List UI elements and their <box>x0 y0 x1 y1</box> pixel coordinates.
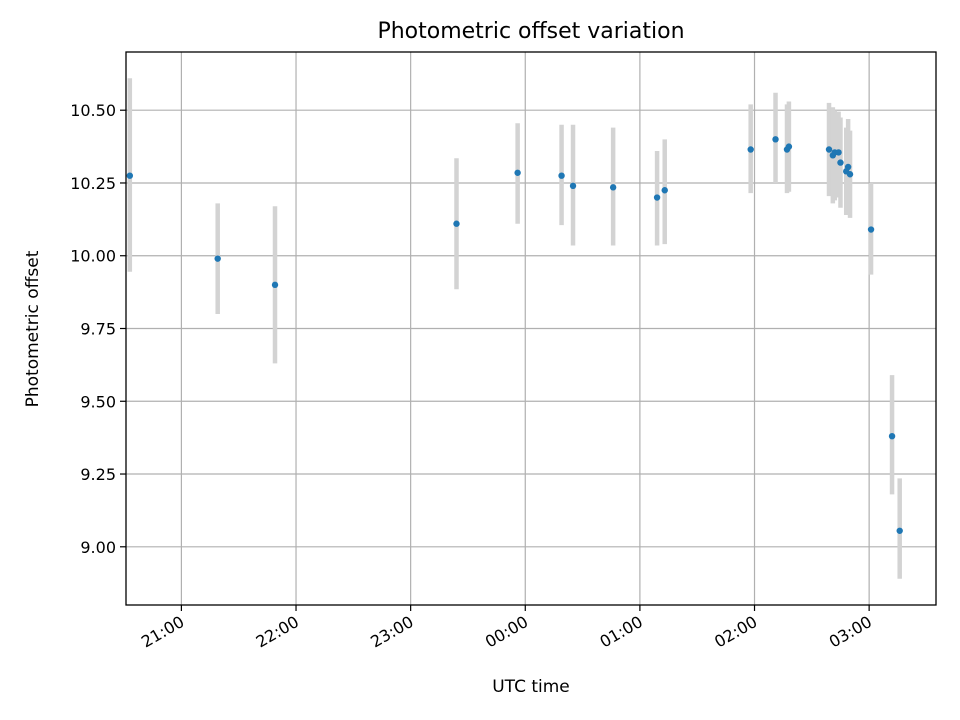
data-point <box>837 159 844 166</box>
data-point <box>453 220 460 227</box>
data-point <box>867 226 875 233</box>
grid-lines <box>126 52 936 605</box>
data-point <box>214 255 221 262</box>
data-point <box>609 184 617 191</box>
chart-title: Photometric offset variation <box>377 19 684 44</box>
x-tick-label: 22:00 <box>253 612 302 652</box>
x-axis-label: UTC time <box>492 677 570 697</box>
data-point <box>844 163 852 171</box>
x-tick-label: 01:00 <box>596 612 645 652</box>
data-point <box>772 136 779 143</box>
data-point <box>888 432 896 440</box>
y-tick-label: 10.25 <box>70 174 116 193</box>
x-tick-label: 00:00 <box>482 612 531 652</box>
data-point <box>558 172 565 179</box>
y-tick-label: 9.50 <box>80 392 116 411</box>
data-point <box>785 143 793 150</box>
data-point <box>661 187 668 194</box>
x-tick-label: 23:00 <box>367 612 416 652</box>
y-axis-ticks: 9.00 9.25 9.50 9.75 10.00 10.25 10.50 <box>70 101 126 557</box>
data-point <box>271 281 279 289</box>
x-tick-label: 21:00 <box>138 612 187 652</box>
x-tick-label: 03:00 <box>826 612 875 652</box>
x-axis-ticks: 21:00 22:00 23:00 00:00 01:00 02:00 03:00 <box>138 605 875 652</box>
data-point <box>825 146 833 153</box>
data-point <box>747 146 754 153</box>
y-tick-label: 9.75 <box>80 320 116 339</box>
data-point <box>896 527 903 534</box>
y-tick-label: 10.00 <box>70 247 116 266</box>
data-point <box>846 171 854 178</box>
data-point <box>653 194 661 201</box>
data-point <box>126 172 134 179</box>
y-tick-label: 9.25 <box>80 465 116 484</box>
y-tick-label: 9.00 <box>80 538 116 557</box>
data-point <box>569 182 577 190</box>
y-tick-label: 10.50 <box>70 101 116 120</box>
data-points <box>126 136 903 534</box>
x-tick-label: 02:00 <box>711 612 760 652</box>
y-axis-label: Photometric offset <box>23 250 43 407</box>
data-point <box>835 149 842 156</box>
data-point <box>514 169 521 176</box>
